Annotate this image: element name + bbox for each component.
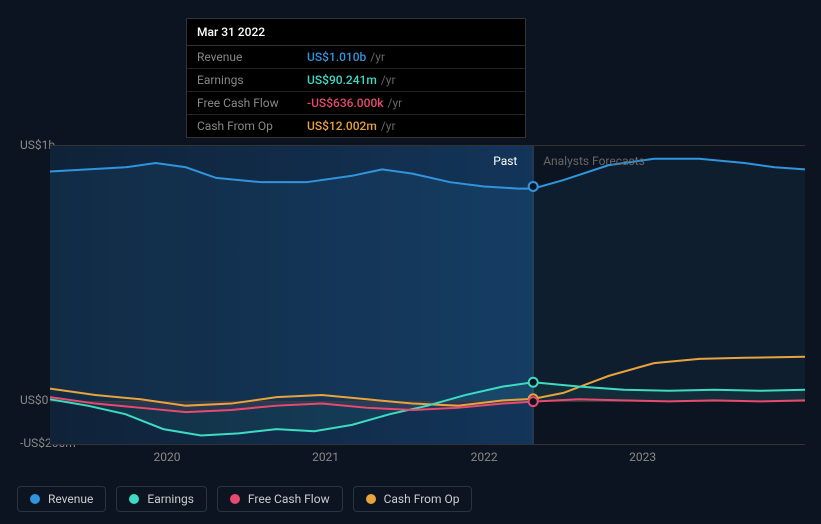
tooltip-row-label: Free Cash Flow bbox=[197, 96, 307, 110]
tooltip-row-value: US$90.241m bbox=[307, 73, 377, 87]
chart-area: US$1bUS$0-US$200m Past Analysts Forecast… bbox=[17, 125, 805, 495]
legend-label: Free Cash Flow bbox=[248, 492, 330, 506]
legend-item-earnings[interactable]: Earnings bbox=[116, 486, 207, 512]
tooltip-row-label: Earnings bbox=[197, 73, 307, 87]
tooltip-row-value: US$1.010b bbox=[307, 50, 366, 64]
legend-swatch bbox=[129, 494, 139, 504]
chart-tooltip: Mar 31 2022 RevenueUS$1.010b/yrEarningsU… bbox=[186, 18, 526, 138]
tooltip-row-value: US$12.002m bbox=[307, 119, 377, 133]
tooltip-row-value: -US$636.000k bbox=[307, 96, 384, 110]
forecast-label: Analysts Forecasts bbox=[543, 154, 645, 168]
x-axis-label: 2023 bbox=[629, 450, 656, 464]
tooltip-row: Free Cash Flow-US$636.000k/yr bbox=[187, 92, 525, 115]
tooltip-row: EarningsUS$90.241m/yr bbox=[187, 69, 525, 92]
x-axis-label: 2022 bbox=[471, 450, 498, 464]
tooltip-row: Cash From OpUS$12.002m/yr bbox=[187, 115, 525, 137]
marker-free-cash-flow bbox=[529, 397, 538, 406]
legend-swatch bbox=[230, 494, 240, 504]
tooltip-row-suffix: /yr bbox=[370, 50, 385, 64]
legend-label: Earnings bbox=[147, 492, 194, 506]
legend-label: Cash From Op bbox=[384, 492, 460, 506]
legend-swatch bbox=[366, 494, 376, 504]
legend-swatch bbox=[30, 494, 40, 504]
tooltip-row-suffix: /yr bbox=[381, 73, 396, 87]
marker-revenue bbox=[529, 182, 538, 191]
x-axis-label: 2021 bbox=[312, 450, 339, 464]
tooltip-row-suffix: /yr bbox=[388, 96, 403, 110]
tooltip-row: RevenueUS$1.010b/yr bbox=[187, 46, 525, 69]
chart-plot[interactable]: Past Analysts Forecasts bbox=[50, 145, 805, 445]
legend-item-revenue[interactable]: Revenue bbox=[17, 486, 106, 512]
legend-item-free-cash-flow[interactable]: Free Cash Flow bbox=[217, 486, 343, 512]
legend-label: Revenue bbox=[48, 492, 93, 506]
tooltip-row-label: Revenue bbox=[197, 50, 307, 64]
marker-earnings bbox=[529, 378, 538, 387]
tooltip-row-label: Cash From Op bbox=[197, 119, 307, 133]
tooltip-date: Mar 31 2022 bbox=[187, 19, 525, 46]
legend-item-cash-from-op[interactable]: Cash From Op bbox=[353, 486, 473, 512]
legend: Revenue Earnings Free Cash Flow Cash From O… bbox=[17, 486, 472, 512]
y-axis-label: US$0 bbox=[20, 393, 48, 407]
past-label: Past bbox=[493, 154, 517, 168]
tooltip-row-suffix: /yr bbox=[381, 119, 396, 133]
x-axis-label: 2020 bbox=[154, 450, 181, 464]
